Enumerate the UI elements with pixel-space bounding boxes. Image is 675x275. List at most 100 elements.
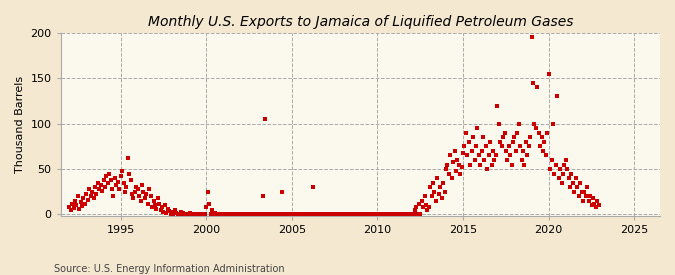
Point <box>328 212 339 217</box>
Point <box>86 189 97 194</box>
Point <box>264 212 275 217</box>
Point <box>437 180 448 185</box>
Point <box>112 180 123 184</box>
Point <box>97 189 107 193</box>
Point <box>331 212 342 217</box>
Point <box>409 208 420 212</box>
Point <box>159 203 170 208</box>
Point <box>176 210 186 214</box>
Point <box>349 212 360 217</box>
Point <box>157 205 167 209</box>
Point <box>502 158 513 162</box>
Point <box>574 180 585 185</box>
Point <box>90 185 101 189</box>
Point <box>482 167 493 171</box>
Point <box>71 203 82 208</box>
Point <box>406 212 417 217</box>
Point <box>478 135 489 139</box>
Point <box>94 187 105 191</box>
Point <box>225 212 236 217</box>
Point <box>251 212 262 217</box>
Point <box>313 212 324 217</box>
Point <box>187 212 198 217</box>
Point <box>523 144 534 148</box>
Point <box>591 205 601 209</box>
Point <box>535 144 545 148</box>
Point <box>522 153 533 158</box>
Point <box>162 207 173 211</box>
Point <box>458 150 468 155</box>
Point <box>500 149 511 153</box>
Point <box>223 212 234 217</box>
Point <box>338 212 348 217</box>
Point <box>168 211 179 216</box>
Point <box>91 192 102 197</box>
Point <box>344 212 354 217</box>
Point <box>556 180 567 185</box>
Point <box>335 212 346 217</box>
Point <box>435 185 446 189</box>
Point <box>515 144 526 148</box>
Point <box>184 212 194 217</box>
Point <box>115 174 126 178</box>
Point <box>346 212 357 217</box>
Point <box>470 144 481 148</box>
Point <box>427 194 437 199</box>
Point <box>487 149 498 153</box>
Point <box>64 205 75 209</box>
Point <box>504 144 514 148</box>
Point <box>469 158 480 162</box>
Point <box>300 212 311 217</box>
Point <box>576 189 587 194</box>
Point <box>489 158 500 162</box>
Point <box>165 211 176 216</box>
Point <box>201 205 212 209</box>
Point <box>265 212 276 217</box>
Point <box>302 212 313 217</box>
Point <box>80 202 90 207</box>
Point <box>446 176 457 180</box>
Point <box>460 131 471 135</box>
Point <box>526 35 537 40</box>
Point <box>368 212 379 217</box>
Point <box>454 162 464 167</box>
Point <box>401 212 412 217</box>
Point <box>531 126 541 130</box>
Point <box>149 203 160 208</box>
Point <box>568 180 578 185</box>
Point <box>326 212 337 217</box>
Point <box>439 189 450 194</box>
Point <box>536 135 547 139</box>
Point <box>192 211 203 216</box>
Point <box>388 212 399 217</box>
Point <box>555 167 566 171</box>
Point <box>81 192 92 197</box>
Point <box>399 212 410 217</box>
Point <box>286 212 297 217</box>
Point <box>207 208 217 212</box>
Point <box>279 212 290 217</box>
Point <box>356 212 367 217</box>
Point <box>408 212 418 217</box>
Point <box>398 212 408 217</box>
Point <box>533 131 544 135</box>
Point <box>325 212 335 217</box>
Point <box>364 212 375 217</box>
Point <box>496 144 507 148</box>
Point <box>532 85 543 90</box>
Point <box>134 194 144 199</box>
Point <box>445 153 456 158</box>
Point <box>108 194 119 199</box>
Point <box>475 162 485 167</box>
Point <box>317 212 327 217</box>
Point <box>135 199 146 203</box>
Point <box>288 212 298 217</box>
Point <box>329 212 340 217</box>
Point <box>254 212 265 217</box>
Point <box>241 212 252 217</box>
Point <box>285 212 296 217</box>
Point <box>209 210 220 215</box>
Point <box>244 212 254 217</box>
Point <box>98 178 109 182</box>
Point <box>462 153 472 158</box>
